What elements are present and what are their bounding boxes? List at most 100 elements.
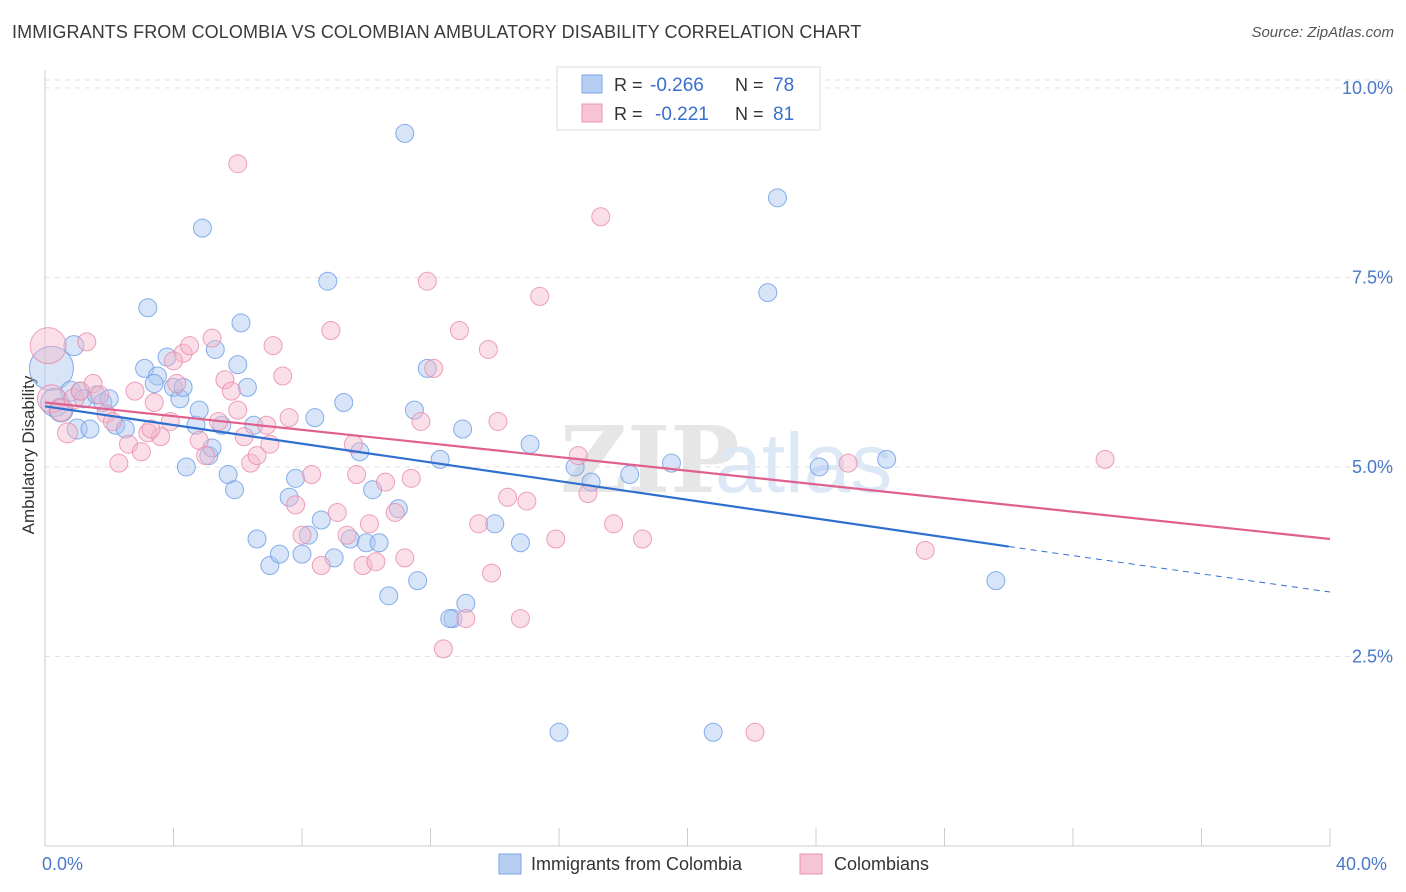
stats-r-value-2: -0.221	[655, 104, 709, 125]
point-colombia-immigrants-64	[510, 533, 530, 553]
point-colombia-immigrants-8	[80, 419, 100, 439]
point-colombians-61	[510, 609, 530, 629]
point-colombians-17	[151, 427, 171, 447]
stats-n-value-1: 78	[773, 75, 794, 96]
point-colombia-immigrants-73	[986, 571, 1006, 591]
point-colombians-64	[546, 529, 566, 549]
stats-legend-swatch-blue	[581, 74, 603, 94]
point-colombians-3	[56, 422, 78, 444]
trend-line-blue	[44, 405, 1009, 548]
point-colombia-immigrants-20	[170, 389, 190, 409]
point-colombians-60	[498, 487, 518, 507]
point-colombia-immigrants-24	[189, 400, 209, 420]
point-colombians-7	[83, 374, 103, 394]
point-colombia-immigrants-17	[144, 374, 164, 394]
x-tick-label-max: 40.0%	[1336, 854, 1387, 874]
point-colombians-31	[247, 446, 267, 466]
x-tick-marks	[44, 828, 1331, 846]
point-colombia-immigrants-16	[147, 366, 167, 386]
series-legend-swatch-pink	[799, 853, 823, 875]
point-colombians-27	[221, 381, 241, 401]
point-colombia-immigrants-43	[305, 408, 325, 428]
point-colombians-58	[478, 339, 498, 359]
point-colombians-36	[286, 495, 306, 515]
point-colombians-33	[263, 336, 283, 356]
point-colombians-54	[433, 639, 453, 659]
point-colombians-77	[141, 419, 161, 439]
point-colombians-52	[417, 271, 437, 291]
point-colombians-73	[915, 540, 935, 560]
point-colombia-immigrants-34	[237, 377, 257, 397]
point-colombia-immigrants-63	[485, 514, 505, 534]
point-colombians-72	[838, 453, 858, 473]
point-colombia-immigrants-22	[176, 457, 196, 477]
stats-legend: R = -0.266 N = 78 R = -0.221 N = 81	[556, 66, 821, 131]
point-colombians-41	[327, 502, 347, 522]
point-colombia-immigrants-36	[247, 529, 267, 549]
point-colombia-immigrants-14	[138, 298, 158, 318]
trend-lines	[44, 401, 1331, 593]
data-points	[28, 78, 1115, 742]
point-colombia-immigrants-70	[758, 283, 778, 303]
y-tick-label-0: 2.5%	[1352, 646, 1393, 666]
point-colombia-immigrants-40	[286, 468, 306, 488]
point-colombia-immigrants-71	[767, 188, 787, 208]
point-colombia-immigrants-11	[99, 389, 119, 409]
point-colombians-8	[90, 385, 110, 405]
point-colombia-immigrants-57	[408, 571, 428, 591]
point-colombians-15	[138, 423, 158, 443]
point-colombia-immigrants-19	[164, 377, 183, 397]
point-colombia-immigrants-4	[63, 335, 85, 357]
point-colombia-immigrants-65	[549, 722, 569, 742]
point-colombians-56	[456, 609, 476, 629]
stats-r-label-2: R =	[614, 104, 643, 124]
point-colombians-47	[376, 472, 396, 492]
stats-n-value-2: 81	[773, 104, 794, 125]
point-colombians-11	[109, 453, 129, 473]
point-colombians-79	[482, 563, 502, 583]
point-colombia-immigrants-47	[334, 393, 354, 413]
y-axis-title: Ambulatory Disability	[19, 375, 38, 534]
point-colombians-40	[321, 320, 341, 340]
point-colombians-39	[311, 556, 331, 576]
point-colombia-immigrants-39	[279, 487, 299, 507]
point-colombians-23	[196, 446, 216, 466]
point-colombia-immigrants-32	[228, 355, 248, 375]
point-colombians-44	[353, 556, 373, 576]
point-colombians-76	[164, 351, 183, 371]
point-colombians-51	[411, 411, 431, 431]
watermark-atlas: atlas	[715, 416, 892, 510]
point-colombians-53	[424, 358, 444, 378]
point-colombians-62	[517, 491, 537, 511]
point-colombia-immigrants-41	[292, 544, 312, 564]
point-colombians-16	[144, 393, 164, 413]
stats-n-label-1: N =	[735, 75, 764, 95]
point-colombians-30	[241, 453, 261, 473]
point-colombia-immigrants-53	[379, 586, 399, 606]
chart-source: Source: ZipAtlas.com	[1251, 24, 1394, 41]
point-colombia-immigrants-76	[520, 434, 540, 454]
point-colombians-6	[77, 332, 97, 352]
point-colombia-immigrants-58	[417, 358, 437, 378]
point-colombians-78	[347, 465, 367, 485]
series-legend: Immigrants from Colombia Colombians	[498, 853, 929, 875]
point-colombians-48	[385, 502, 405, 522]
point-colombians-68	[604, 514, 624, 534]
stats-n-label-2: N =	[735, 104, 764, 124]
point-colombia-immigrants-21	[173, 377, 193, 397]
series-legend-label-blue: Immigrants from Colombia	[531, 854, 743, 874]
point-colombia-immigrants-48	[340, 529, 360, 549]
point-colombians-67	[591, 207, 611, 227]
point-colombia-immigrants-42	[298, 525, 318, 545]
point-colombians-69	[633, 529, 653, 549]
point-colombians-59	[488, 411, 508, 431]
point-colombia-immigrants-56	[404, 400, 424, 420]
point-colombians-0	[29, 327, 67, 365]
point-colombians-28	[228, 400, 248, 420]
point-colombians-46	[366, 552, 386, 572]
point-colombia-immigrants-62	[456, 593, 476, 613]
point-colombia-immigrants-54	[388, 499, 408, 519]
y-tick-label-3: 10.0%	[1342, 78, 1393, 98]
chart-title: IMMIGRANTS FROM COLOMBIA VS COLOMBIAN AM…	[12, 22, 862, 42]
point-colombia-immigrants-74	[809, 457, 829, 477]
